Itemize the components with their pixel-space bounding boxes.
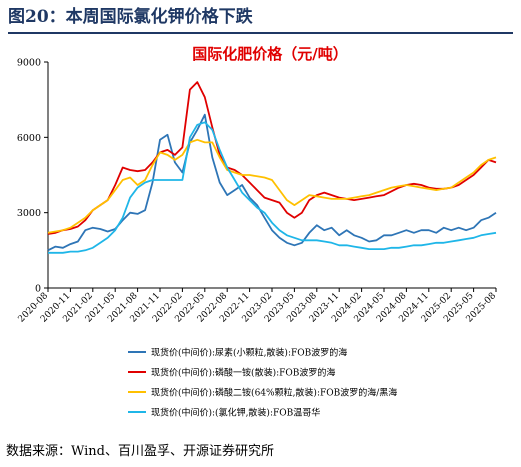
- y-tick-label: 3000: [17, 208, 41, 219]
- source-note: 数据来源：Wind、百川盈孚、开源证券研究所: [6, 444, 274, 459]
- y-tick-label: 9000: [17, 58, 41, 69]
- series-line-1: [47, 113, 497, 252]
- series-line-2: [47, 81, 497, 235]
- series-group: [47, 81, 497, 254]
- line-chart: 国际化肥价格（元/吨） 03000600090002020-082020-112…: [17, 45, 499, 419]
- y-tick-label: 6000: [17, 133, 41, 144]
- legend-label-1: 现货价(中间价):尿素(小颗粒,散装):FOB波罗的海: [151, 347, 347, 359]
- legend-label-2: 现货价(中间价):磷酸一铵(散装):FOB波罗的海: [151, 367, 335, 379]
- series-line-4: [48, 121, 497, 254]
- legend-label-3: 现货价(中间价):磷酸二铵(64%颗粒,散装):FOB波罗的海/黑海: [151, 387, 397, 399]
- figure-header: 图20：本周国际氯化钾价格下跌: [8, 4, 513, 34]
- legend: 现货价(中间价):尿素(小颗粒,散装):FOB波罗的海现货价(中间价):磷酸一铵…: [128, 347, 397, 419]
- series-line-3: [47, 138, 497, 234]
- legend-label-4: 现货价(中间价):(氯化钾,散装):FOB温哥华: [151, 407, 320, 419]
- chart-area: 国际化肥价格（元/吨） 0 3000 6000 9000 2020-08 2020-11 2…: [0, 34, 521, 434]
- figure-title: 图20：本周国际氯化钾价格下跌: [8, 7, 253, 27]
- chart-title: 国际化肥价格（元/吨）: [192, 45, 347, 63]
- y-tick-label: 0: [35, 284, 41, 295]
